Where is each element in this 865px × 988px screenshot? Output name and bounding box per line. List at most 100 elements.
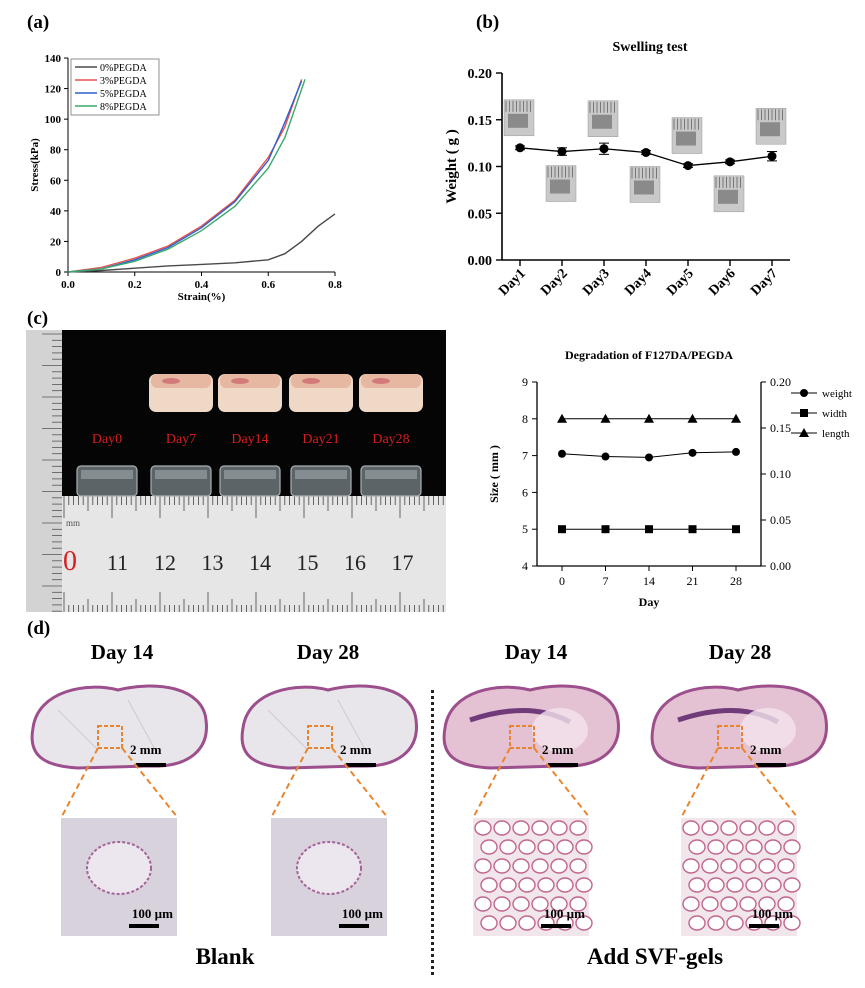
x-tick-label: Day7	[748, 266, 781, 299]
legend-marker	[799, 428, 809, 437]
scale-bar-small	[749, 924, 779, 928]
adipocyte	[556, 877, 574, 893]
adipocyte	[474, 858, 492, 874]
photo-day-label: Day0	[92, 432, 122, 447]
zoom-line-left	[270, 747, 309, 819]
gel-stain	[302, 378, 320, 384]
panel-label-d: (d)	[27, 618, 51, 639]
scale-label-small: 100 µm	[752, 906, 793, 921]
data-point	[515, 143, 525, 153]
y-tick-label: 20	[50, 236, 62, 248]
legend-marker	[800, 409, 808, 417]
clear-gel-sample	[150, 465, 212, 497]
adipocyte	[575, 915, 593, 931]
inset-structure	[86, 841, 152, 895]
y-tick-label: 140	[45, 53, 62, 65]
adipocyte	[777, 858, 795, 874]
adipocyte	[569, 820, 587, 836]
y2-tick-label: 0.05	[770, 513, 791, 527]
adipocyte	[758, 896, 776, 912]
zoom-line-right	[121, 747, 179, 819]
x-axis-label: Strain(%)	[178, 291, 226, 303]
y2-tick-label: 0.10	[770, 467, 791, 481]
legend-label: 3%PEGDA	[100, 76, 147, 87]
y-tick-label: 8	[522, 412, 528, 426]
ruler-number: 16	[344, 550, 366, 575]
thumb-sample	[550, 179, 570, 194]
ruler-number: 14	[249, 550, 271, 575]
series-line-3PEGDA	[67, 79, 303, 273]
gel-top	[291, 374, 351, 388]
group-divider	[431, 690, 434, 975]
zoom-line-right	[331, 747, 389, 819]
legend-label: length	[822, 428, 850, 440]
histology-section-4: 2 mm 100 µm	[650, 684, 828, 936]
sample-photo-thumb	[503, 99, 535, 137]
clear-gel-sample	[360, 465, 422, 497]
stress-strain-chart: 0.0 0.2 0.4 0.6 0.8 0 20 40 60 80 100 120 140 Strain(…	[29, 53, 342, 303]
adipocyte	[512, 820, 530, 836]
y-tick-label: 80	[50, 145, 62, 157]
scale-label-large: 2 mm	[340, 742, 372, 757]
x-tick-label: 14	[643, 574, 655, 588]
y-tick-label: 0.20	[468, 67, 493, 82]
adipocyte	[537, 877, 555, 893]
chart-title: Degradation of F127DA/PEGDA	[565, 348, 733, 362]
thumb-sample	[508, 113, 528, 128]
gel-top	[151, 374, 211, 388]
adipocyte	[764, 839, 782, 855]
data-point-weight	[601, 452, 610, 461]
adipocyte	[739, 858, 757, 874]
legend-marker	[800, 389, 808, 397]
y-tick-label: 4	[522, 559, 528, 573]
ruler-number: 11	[107, 550, 128, 575]
adipocyte	[474, 896, 492, 912]
adipocyte	[550, 858, 568, 874]
tissue-crack	[267, 699, 369, 756]
chart-title: Swelling test	[612, 40, 687, 55]
y-tick-label: 120	[45, 84, 62, 96]
day-title-svf-28: Day 28	[708, 640, 772, 664]
photo-day-label: Day28	[372, 432, 409, 447]
adipocyte	[739, 820, 757, 836]
clear-gel-highlight	[365, 470, 417, 479]
zoom-line-right	[533, 747, 591, 819]
adipocyte	[499, 839, 517, 855]
zoom-box	[509, 725, 535, 749]
scale-bar-large	[346, 763, 376, 767]
legend-label: weight	[822, 388, 852, 400]
data-point	[557, 147, 567, 157]
data-point-length	[644, 413, 654, 423]
bottom-ruler	[62, 496, 446, 612]
y-tick-label: 0	[56, 267, 62, 279]
day-title-svf-14: Day 14	[504, 640, 568, 664]
data-point-width	[645, 525, 653, 534]
x-tick-label: Day4	[622, 266, 655, 299]
adipocyte	[569, 858, 587, 874]
photo-ruler-svg: mm 0 11 12 13 14 15 16 17 1 Day0 Day7 Day14 Day21 Day2…	[26, 330, 446, 612]
adipocyte	[480, 877, 498, 893]
photo-day-label: Day7	[166, 432, 196, 447]
y2-tick-label: 0.20	[770, 375, 791, 389]
adipocyte	[682, 820, 700, 836]
data-point-length	[557, 413, 567, 423]
scale-bar-small	[541, 924, 571, 928]
data-point-weight	[732, 447, 740, 456]
y-tick-label: 60	[50, 175, 62, 187]
data-point	[683, 161, 693, 171]
adipocyte	[512, 896, 530, 912]
data-point-width	[558, 525, 566, 534]
sample-photo-thumb	[545, 165, 577, 202]
pink-gel-sample	[218, 374, 282, 412]
adipocyte	[777, 896, 795, 912]
y2-tick-label: 0.15	[770, 421, 791, 435]
thumb-sample	[760, 122, 780, 137]
series-line-8PEGDA	[67, 79, 306, 273]
adipocyte	[745, 877, 763, 893]
adipocyte	[720, 896, 738, 912]
y2-tick-label: 0.00	[770, 559, 791, 573]
adipocyte	[726, 877, 744, 893]
adipocyte	[726, 915, 744, 931]
gel-top	[220, 374, 280, 388]
legend-label: 0%PEGDA	[100, 63, 147, 74]
